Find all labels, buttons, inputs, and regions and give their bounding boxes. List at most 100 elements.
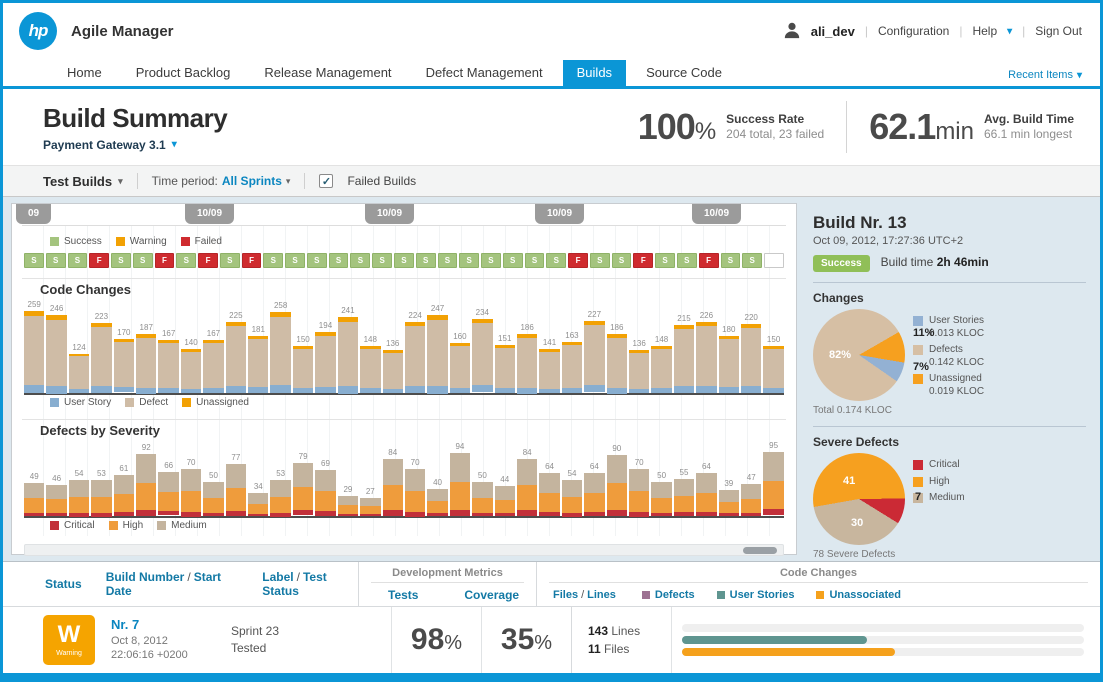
builds-type-dropdown[interactable]: Test Builds ▾ — [43, 174, 123, 189]
tab-defect-management[interactable]: Defect Management — [425, 65, 543, 80]
bar[interactable]: 258 — [270, 299, 291, 393]
bar[interactable]: 167 — [158, 299, 179, 393]
bar[interactable]: 227 — [584, 299, 605, 393]
configuration-link[interactable]: Configuration — [877, 24, 950, 38]
col-status[interactable]: Status — [45, 577, 82, 591]
build-status-square[interactable]: S — [285, 253, 305, 268]
bar[interactable]: 247 — [427, 299, 448, 394]
bar[interactable]: 224 — [404, 299, 426, 393]
build-status-square[interactable]: S — [132, 253, 153, 268]
bar[interactable]: 151 — [494, 299, 515, 393]
bar[interactable]: 234 — [472, 299, 493, 393]
build-status-square[interactable]: S — [306, 253, 327, 268]
build-status-square[interactable]: S — [676, 253, 697, 268]
bar[interactable]: 61 — [113, 440, 135, 516]
chevron-down-icon[interactable]: ▾ — [1007, 25, 1013, 37]
release-selector[interactable]: Payment Gateway 3.1 ▾ — [43, 138, 227, 152]
bar[interactable]: 39 — [718, 440, 739, 516]
bar[interactable]: 27 — [360, 440, 381, 516]
build-status-square[interactable]: F — [241, 253, 262, 268]
user-name[interactable]: ali_dev — [810, 23, 855, 39]
build-status-square[interactable]: S — [546, 253, 567, 268]
build-status-square[interactable]: S — [437, 253, 458, 268]
build-status-square[interactable]: S — [45, 253, 66, 268]
build-status-square[interactable]: S — [176, 253, 197, 268]
bar[interactable]: 84 — [516, 440, 538, 516]
build-status-square[interactable]: S — [655, 253, 675, 268]
tab-release-management[interactable]: Release Management — [264, 65, 392, 80]
build-status-square[interactable]: S — [415, 253, 436, 268]
bar[interactable]: 70 — [628, 440, 650, 517]
build-status-square[interactable]: S — [611, 253, 632, 268]
tab-home[interactable]: Home — [67, 65, 102, 80]
bar[interactable]: 70 — [180, 440, 202, 517]
bar[interactable]: 160 — [449, 299, 471, 393]
bar[interactable]: 225 — [225, 299, 247, 393]
col-files-lines[interactable]: Files / Lines — [553, 588, 616, 601]
bar[interactable]: 136 — [628, 299, 650, 393]
build-status-square[interactable]: S — [720, 253, 741, 268]
bar[interactable]: 90 — [606, 440, 627, 516]
bar[interactable]: 77 — [225, 440, 247, 516]
build-status-square[interactable]: S — [111, 253, 131, 268]
time-period-dropdown[interactable]: Time period: All Sprints ▾ — [152, 174, 291, 188]
build-status-square[interactable]: S — [742, 253, 763, 268]
build-status-square[interactable]: S — [481, 253, 501, 268]
bar[interactable]: 223 — [91, 299, 112, 393]
bar[interactable]: 170 — [113, 299, 135, 393]
build-number-link[interactable]: Nr. 7 — [111, 617, 140, 633]
bar[interactable]: 163 — [561, 299, 583, 393]
bar[interactable]: 194 — [315, 299, 336, 393]
help-link[interactable]: Help — [972, 24, 998, 38]
bar[interactable]: 181 — [248, 299, 269, 393]
bar[interactable]: 66 — [158, 440, 179, 516]
bar[interactable]: 180 — [718, 299, 739, 393]
bar[interactable]: 148 — [651, 299, 672, 393]
build-status-square[interactable]: S — [24, 253, 44, 268]
bar[interactable]: 46 — [46, 440, 67, 516]
bar[interactable]: 64 — [584, 440, 605, 516]
build-status-square[interactable]: S — [502, 253, 523, 268]
bar[interactable]: 53 — [91, 440, 112, 517]
bar[interactable]: 69 — [315, 440, 336, 516]
sign-out-link[interactable]: Sign Out — [1035, 24, 1082, 38]
tab-product-backlog[interactable]: Product Backlog — [135, 65, 231, 80]
build-status-square[interactable]: F — [568, 253, 588, 268]
bar[interactable]: 53 — [270, 440, 291, 517]
table-row[interactable]: W Warning Nr. 7 Oct 8, 2012 22:06:16 +020… — [3, 606, 1100, 673]
build-status-square[interactable]: S — [524, 253, 545, 268]
build-status-square[interactable]: S — [328, 253, 349, 268]
col-build-number[interactable]: Build Number / Start Date — [105, 570, 222, 598]
bar[interactable]: 84 — [382, 440, 403, 516]
tab-builds[interactable]: Builds — [562, 60, 627, 86]
bar[interactable]: 64 — [539, 440, 560, 516]
build-status-square[interactable]: S — [263, 253, 284, 268]
bar[interactable]: 215 — [673, 299, 695, 393]
bar[interactable]: 44 — [494, 440, 515, 516]
bar[interactable]: 124 — [68, 299, 90, 393]
bar[interactable]: 220 — [741, 299, 762, 393]
bar[interactable]: 64 — [696, 440, 717, 516]
build-status-square[interactable]: F — [633, 253, 654, 268]
tab-source-code[interactable]: Source Code — [646, 65, 722, 80]
scrollbar-handle[interactable] — [743, 547, 777, 554]
bar[interactable]: 29 — [337, 440, 359, 516]
bar[interactable]: 95 — [763, 440, 784, 516]
build-status-square[interactable]: F — [198, 253, 218, 268]
bar[interactable]: 47 — [741, 440, 762, 516]
build-status-square[interactable]: S — [459, 253, 480, 268]
bar[interactable]: 187 — [136, 299, 157, 394]
bar[interactable]: 49 — [24, 440, 45, 516]
bar[interactable]: 241 — [337, 299, 359, 394]
build-status-square[interactable]: S — [67, 253, 88, 268]
bar[interactable]: 226 — [696, 299, 717, 393]
bar[interactable]: 259 — [24, 299, 45, 393]
build-status-square[interactable]: S — [350, 253, 371, 268]
bar[interactable]: 50 — [203, 440, 224, 516]
bar[interactable]: 40 — [427, 440, 448, 516]
build-status-square[interactable]: S — [219, 253, 240, 268]
build-status-square[interactable]: S — [394, 253, 414, 268]
bar[interactable]: 50 — [651, 440, 672, 516]
build-status-square[interactable]: F — [154, 253, 175, 268]
bar[interactable]: 150 — [763, 299, 784, 393]
